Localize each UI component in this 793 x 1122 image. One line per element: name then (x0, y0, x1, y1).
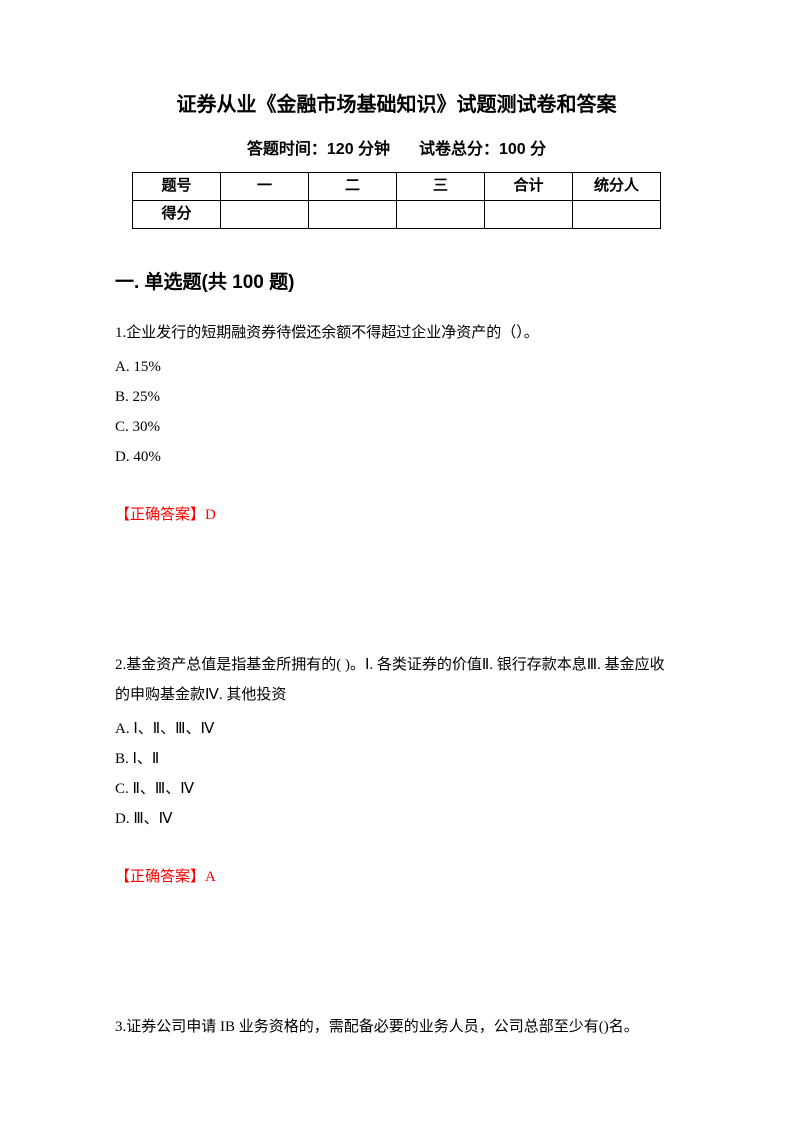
answer-value: D (205, 507, 216, 523)
spacer (115, 530, 678, 650)
page-title: 证券从业《金融市场基础知识》试题测试卷和答案 (115, 90, 678, 120)
option-c: C. Ⅱ、Ⅲ、Ⅳ (115, 774, 678, 804)
answer-text: 【正确答案】D (115, 500, 678, 530)
option-b: B. 25% (115, 382, 678, 412)
table-cell (397, 201, 485, 229)
option-a: A. 15% (115, 352, 678, 382)
table-cell (485, 201, 573, 229)
table-header-cell: 三 (397, 173, 485, 201)
score-label: 试卷总分：100 分 (419, 141, 546, 158)
option-b: B. Ⅰ、Ⅱ (115, 744, 678, 774)
time-label: 答题时间：120 分钟 (247, 141, 390, 158)
option-d: D. Ⅲ、Ⅳ (115, 804, 678, 834)
table-row: 题号 一 二 三 合计 统分人 (133, 173, 661, 201)
question-body: 证券公司申请 IB 业务资格的，需配备必要的业务人员，公司总部至少有()名。 (126, 1019, 639, 1035)
table-header-cell: 二 (309, 173, 397, 201)
answer-label: 【正确答案】 (115, 869, 205, 885)
answer-value: A (205, 869, 216, 885)
option-d: D. 40% (115, 442, 678, 472)
table-cell (309, 201, 397, 229)
question-number: 1. (115, 325, 126, 341)
table-cell (573, 201, 661, 229)
table-row: 得分 (133, 201, 661, 229)
question-number: 2. (115, 657, 126, 673)
question-text: 3.证券公司申请 IB 业务资格的，需配备必要的业务人员，公司总部至少有()名。 (115, 1012, 678, 1042)
table-header-cell: 题号 (133, 173, 221, 201)
score-table: 题号 一 二 三 合计 统分人 得分 (132, 172, 661, 229)
section-heading: 一. 单选题(共 100 题) (115, 269, 678, 298)
exam-subtitle: 答题时间：120 分钟 试卷总分：100 分 (115, 138, 678, 162)
option-c: C. 30% (115, 412, 678, 442)
answer-text: 【正确答案】A (115, 862, 678, 892)
question-body: 基金资产总值是指基金所拥有的( )。Ⅰ. 各类证券的价值Ⅱ. 银行存款本息Ⅲ. … (115, 657, 665, 703)
table-header-cell: 统分人 (573, 173, 661, 201)
option-a: A. Ⅰ、Ⅱ、Ⅲ、Ⅳ (115, 714, 678, 744)
question-text: 2.基金资产总值是指基金所拥有的( )。Ⅰ. 各类证券的价值Ⅱ. 银行存款本息Ⅲ… (115, 650, 678, 710)
spacer (115, 892, 678, 1012)
question-text: 1.企业发行的短期融资券待偿还余额不得超过企业净资产的（）。 (115, 318, 678, 348)
table-cell (221, 201, 309, 229)
answer-label: 【正确答案】 (115, 507, 205, 523)
question-number: 3. (115, 1019, 126, 1035)
table-cell: 得分 (133, 201, 221, 229)
table-header-cell: 合计 (485, 173, 573, 201)
question-body: 企业发行的短期融资券待偿还余额不得超过企业净资产的（）。 (126, 325, 539, 341)
table-header-cell: 一 (221, 173, 309, 201)
